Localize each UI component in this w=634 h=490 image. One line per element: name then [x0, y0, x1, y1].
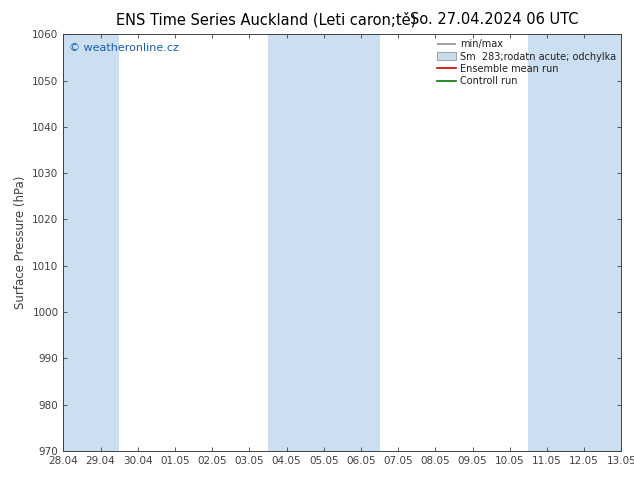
Bar	[603, 34, 621, 451]
Bar	[268, 34, 305, 451]
Bar	[342, 34, 380, 451]
Legend: min/max, Sm  283;rodatn acute; odchylka, Ensemble mean run, Controll run: min/max, Sm 283;rodatn acute; odchylka, …	[435, 37, 618, 88]
Bar	[528, 34, 566, 451]
Y-axis label: Surface Pressure (hPa): Surface Pressure (hPa)	[14, 176, 27, 309]
Bar	[566, 34, 603, 451]
Text: So. 27.04.2024 06 UTC: So. 27.04.2024 06 UTC	[410, 12, 579, 27]
Bar	[45, 34, 82, 451]
Text: ENS Time Series Auckland (Leti caron;tě): ENS Time Series Auckland (Leti caron;tě)	[116, 12, 417, 28]
Bar	[82, 34, 119, 451]
Bar	[305, 34, 342, 451]
Text: © weatheronline.cz: © weatheronline.cz	[69, 43, 179, 52]
